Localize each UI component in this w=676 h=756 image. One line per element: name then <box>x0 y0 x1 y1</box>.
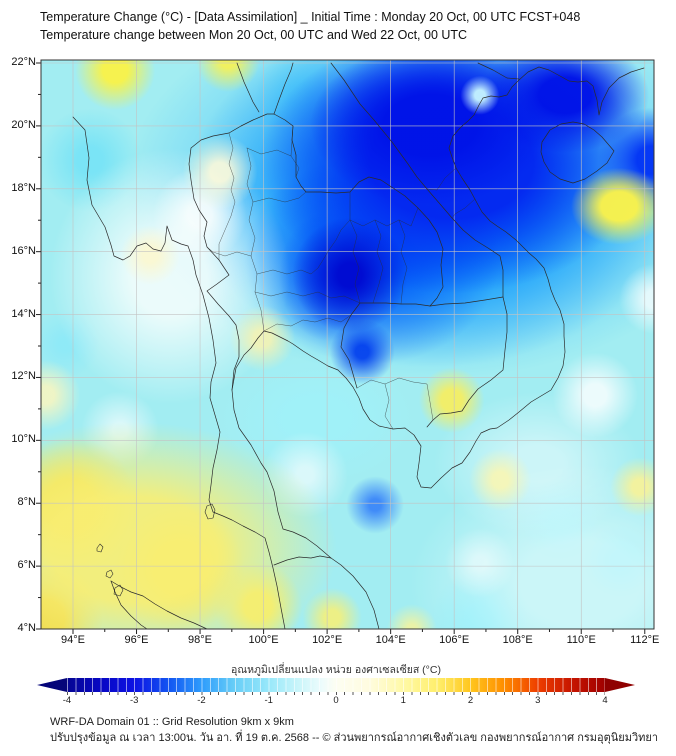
border-cambodia-laos <box>429 296 504 307</box>
lat-tick-label: 14°N <box>11 307 36 320</box>
map-frame <box>40 59 655 630</box>
lat-tick-label: 22°N <box>11 56 36 68</box>
page-title: Temperature Change (°C) - [Data Assimila… <box>40 8 580 44</box>
coastline-sumatra-north <box>110 580 208 630</box>
colorbar-tick-label: 1 <box>400 695 406 706</box>
border-laos-vietnam <box>330 62 504 298</box>
border-malaysia-thailand <box>273 555 332 566</box>
lat-tick-label: 4°N <box>17 622 36 634</box>
border-thailand-north <box>188 113 275 200</box>
colorbar-minor-ticks <box>67 692 605 695</box>
colorbar-tick-label: -4 <box>62 695 72 706</box>
coastline-sumatra-west <box>110 580 148 630</box>
colorbar-left-arrow <box>37 678 67 692</box>
colorbar-gradient <box>67 678 605 692</box>
colorbar-tick-label: 4 <box>602 695 608 706</box>
coastline-hainan <box>540 121 615 184</box>
lat-tick-label: 16°N <box>11 244 36 257</box>
lat-tick-label: 10°N <box>11 433 36 446</box>
footer-line-1: WRF-DA Domain 01 :: Grid Resolution 9km … <box>50 716 294 728</box>
footer: WRF-DA Domain 01 :: Grid Resolution 9km … <box>50 714 658 746</box>
border-thailand-cambodia <box>340 302 431 389</box>
colorbar-right-arrow <box>605 678 635 692</box>
border-myanmar-china <box>236 62 294 115</box>
axis-ticks <box>36 62 646 634</box>
border-china-vietnam <box>477 62 520 80</box>
lat-tick-label: 12°N <box>11 370 36 383</box>
coastline-east <box>231 66 645 630</box>
colorbar-tick-label: -3 <box>130 695 139 706</box>
lat-tick-label: 20°N <box>11 118 36 131</box>
footer-line-2: ปรับปรุงข้อมูล ณ เวลา 13:00น. วัน อา. ที… <box>50 732 659 744</box>
colorbar-tick-label: 2 <box>467 695 474 706</box>
coastline-west <box>72 116 286 630</box>
colorbar-label: อุณหภูมิเปลี่ยนแปลง หน่วย องศาเซลเซียส (… <box>231 664 441 676</box>
map-overlay <box>36 59 655 634</box>
lat-tick-label: 6°N <box>17 559 36 572</box>
coastline-and-borders <box>40 59 655 630</box>
colorbar-tick-label: -2 <box>197 695 206 706</box>
lat-tick-label: 18°N <box>11 181 36 194</box>
colorbar-tick-label: 0 <box>333 695 339 706</box>
temperature-change-field <box>41 60 654 629</box>
title-line-1: Temperature Change (°C) - [Data Assimila… <box>40 10 581 24</box>
border-mekong-laos <box>273 113 444 307</box>
colorbar-tick-label: -1 <box>264 695 273 706</box>
title-line-2: Temperature change between Mon 20 Oct, 0… <box>40 28 468 42</box>
province-lines <box>206 125 476 430</box>
lat-tick-label: 8°N <box>17 496 36 509</box>
gridlines <box>41 60 654 630</box>
island-andaman <box>96 543 124 597</box>
border-myanmar-thailand <box>193 198 240 391</box>
border-vietnam-cambodia <box>426 296 508 428</box>
island-phuket <box>204 503 216 520</box>
colorbar-tick-label: 3 <box>535 695 541 706</box>
